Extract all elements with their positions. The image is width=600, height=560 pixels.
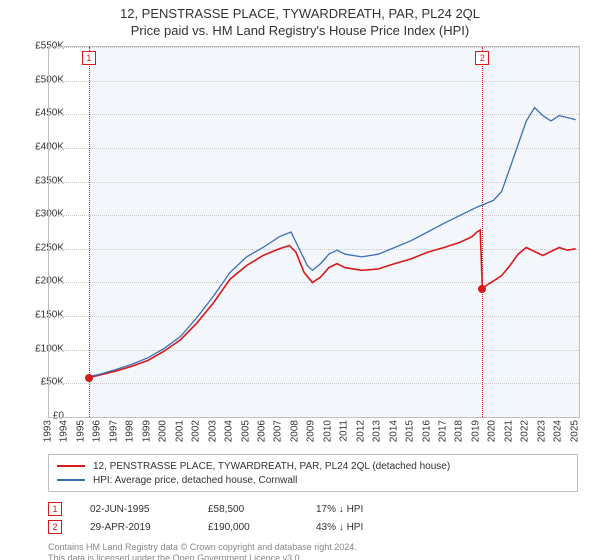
- x-tick-label: 1997: [108, 420, 119, 442]
- chart-plot-area: 12: [48, 46, 580, 418]
- series-hpi: [89, 108, 576, 377]
- x-tick-label: 2007: [273, 420, 284, 442]
- x-tick-label: 2021: [503, 420, 514, 442]
- chart-container: £0£50K£100K£150K£200K£250K£300K£350K£400…: [48, 46, 600, 418]
- legend-row: 12, PENSTRASSE PLACE, TYWARDREATH, PAR, …: [57, 459, 569, 473]
- legend-label: HPI: Average price, detached house, Corn…: [93, 475, 297, 486]
- x-tick-label: 2009: [306, 420, 317, 442]
- x-tick-label: 2012: [355, 420, 366, 442]
- x-tick-label: 2010: [322, 420, 333, 442]
- legend-swatch: [57, 465, 85, 467]
- legend: 12, PENSTRASSE PLACE, TYWARDREATH, PAR, …: [48, 454, 578, 492]
- x-tick-label: 1998: [125, 420, 136, 442]
- event-dot: [478, 285, 486, 293]
- footnote-line: This data is licensed under the Open Gov…: [48, 553, 578, 560]
- x-tick-label: 2004: [224, 420, 235, 442]
- legend-label: 12, PENSTRASSE PLACE, TYWARDREATH, PAR, …: [93, 461, 450, 472]
- x-tick-label: 2024: [553, 420, 564, 442]
- x-tick-label: 2005: [240, 420, 251, 442]
- events-table: 1 02-JUN-1995 £58,500 17% ↓ HPI 2 29-APR…: [48, 500, 578, 536]
- event-number-box: 2: [48, 520, 62, 534]
- x-tick-label: 2003: [207, 420, 218, 442]
- x-tick-label: 2017: [438, 420, 449, 442]
- x-tick-label: 1996: [92, 420, 103, 442]
- x-tick-label: 2013: [372, 420, 383, 442]
- x-tick-label: 2002: [191, 420, 202, 442]
- x-tick-label: 2023: [536, 420, 547, 442]
- event-number-box: 1: [48, 502, 62, 516]
- footnote-line: Contains HM Land Registry data © Crown c…: [48, 542, 578, 553]
- event-delta: 43% ↓ HPI: [316, 522, 363, 533]
- x-tick-label: 2015: [405, 420, 416, 442]
- x-tick-label: 2011: [339, 420, 350, 442]
- event-row: 1 02-JUN-1995 £58,500 17% ↓ HPI: [48, 500, 578, 518]
- chart-titles: 12, PENSTRASSE PLACE, TYWARDREATH, PAR, …: [0, 6, 600, 38]
- legend-row: HPI: Average price, detached house, Corn…: [57, 473, 569, 487]
- chart-lines-svg: [49, 47, 579, 417]
- x-tick-label: 2006: [256, 420, 267, 442]
- x-tick-label: 2016: [421, 420, 432, 442]
- event-delta: 17% ↓ HPI: [316, 504, 363, 515]
- title-line-1: 12, PENSTRASSE PLACE, TYWARDREATH, PAR, …: [0, 6, 600, 21]
- x-tick-label: 2014: [388, 420, 399, 442]
- footnote: Contains HM Land Registry data © Crown c…: [48, 542, 578, 560]
- event-date: 29-APR-2019: [90, 522, 180, 533]
- x-tick-label: 2008: [289, 420, 300, 442]
- event-dot: [85, 374, 93, 382]
- x-tick-label: 1994: [59, 420, 70, 442]
- x-tick-label: 2019: [470, 420, 481, 442]
- x-tick-label: 1999: [141, 420, 152, 442]
- event-price: £58,500: [208, 504, 288, 515]
- x-tick-label: 2020: [487, 420, 498, 442]
- event-row: 2 29-APR-2019 £190,000 43% ↓ HPI: [48, 518, 578, 536]
- x-tick-label: 2018: [454, 420, 465, 442]
- x-tick-label: 1993: [43, 420, 54, 442]
- x-tick-label: 2000: [158, 420, 169, 442]
- x-tick-label: 1995: [75, 420, 86, 442]
- x-tick-label: 2001: [174, 420, 185, 442]
- x-tick-label: 2022: [520, 420, 531, 442]
- title-line-2: Price paid vs. HM Land Registry's House …: [0, 23, 600, 38]
- x-tick-label: 2025: [569, 420, 580, 442]
- event-price: £190,000: [208, 522, 288, 533]
- event-date: 02-JUN-1995: [90, 504, 180, 515]
- legend-swatch: [57, 479, 85, 481]
